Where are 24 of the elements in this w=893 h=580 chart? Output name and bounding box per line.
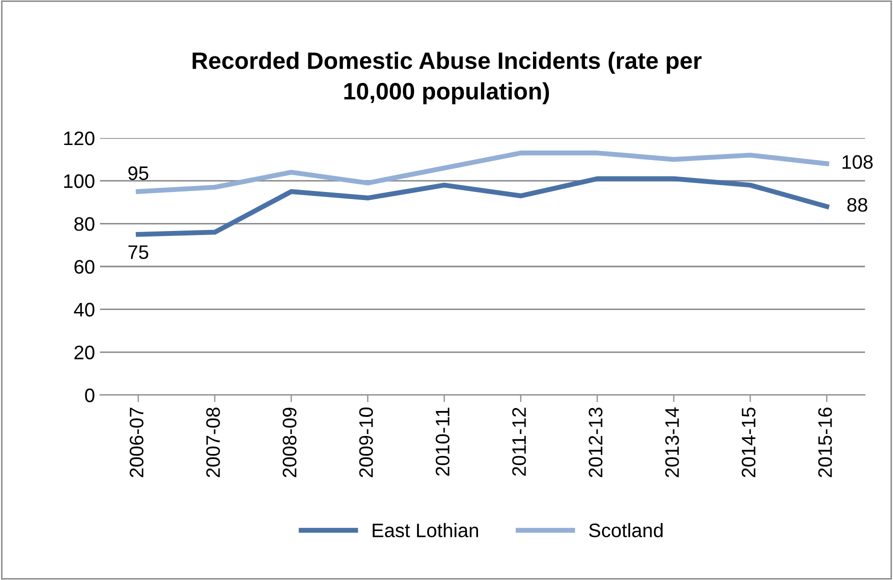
y-tick-label: 60	[74, 260, 94, 274]
y-tick-label: 20	[74, 346, 94, 360]
x-tick-label: 2009-10	[359, 408, 373, 478]
x-tick-label: 2012-13	[588, 408, 602, 478]
x-tick-label: 2014-15	[742, 408, 756, 478]
x-tick-label: 2013-14	[665, 407, 679, 478]
x-tick-label: 2015-16	[818, 408, 832, 478]
chart-title: Recorded Domestic Abuse Incidents (rate per 10,000 population)	[192, 52, 702, 104]
y-tick-label: 100	[64, 174, 94, 188]
x-tick-label: 2007-08	[206, 408, 220, 478]
y-tick-label: 0	[85, 388, 94, 402]
data-label: 75	[128, 245, 148, 260]
x-tick-label: 2010-11	[436, 408, 450, 476]
legend-label: East Lothian	[372, 523, 478, 538]
y-tick-label: 80	[74, 217, 94, 231]
data-label: 108	[842, 155, 873, 169]
data-label: 95	[128, 166, 148, 180]
x-tick-label: 2006-07	[130, 408, 144, 478]
y-tick-label: 120	[64, 131, 94, 146]
y-tick-label: 40	[74, 302, 94, 317]
legend-label: Scotland	[589, 523, 663, 538]
x-tick-label: 2011-12	[512, 408, 526, 476]
data-label: 88	[847, 198, 868, 212]
x-tick-label: 2008-09	[282, 408, 296, 478]
